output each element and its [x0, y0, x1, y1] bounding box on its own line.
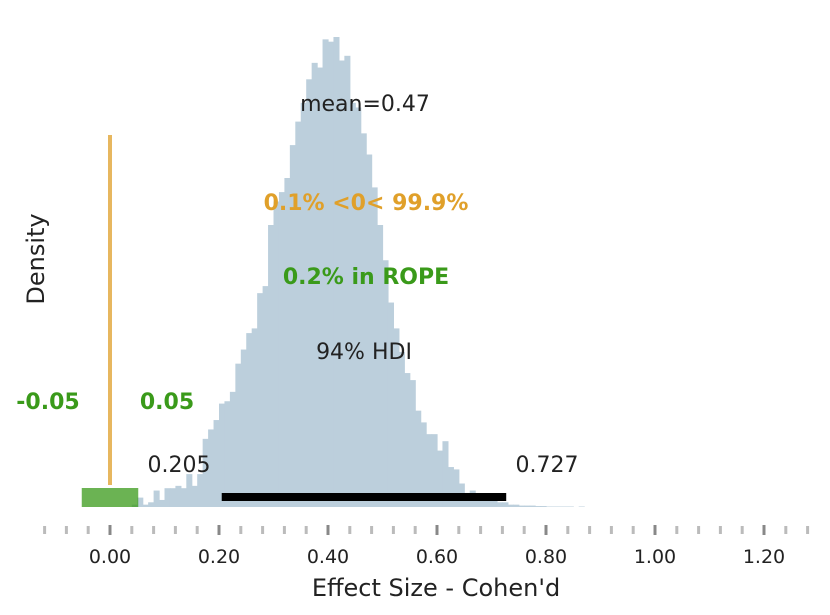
- histogram-bar: [197, 474, 204, 507]
- histogram-bar: [153, 490, 160, 507]
- histogram-bar: [535, 506, 542, 507]
- histogram-bar: [387, 302, 394, 507]
- histogram-bar: [137, 497, 144, 507]
- histogram-bar: [338, 60, 345, 507]
- x-axis-label: Effect Size - Cohen'd: [312, 574, 560, 602]
- histogram-bar: [202, 438, 209, 507]
- histogram-bar: [475, 495, 482, 507]
- histogram-bar: [186, 474, 193, 507]
- histogram-bar: [496, 502, 503, 507]
- histogram-bar: [437, 450, 444, 507]
- histogram-bar: [213, 420, 220, 507]
- histogram-bar: [257, 293, 264, 507]
- histogram-bar: [409, 380, 416, 507]
- histogram-bar: [529, 505, 536, 507]
- histogram-bar: [480, 499, 487, 507]
- histogram-bar: [366, 154, 373, 507]
- histogram-bar: [262, 286, 269, 507]
- histogram-bar: [371, 187, 378, 507]
- histogram-bar: [311, 62, 318, 507]
- histogram-bar: [513, 504, 520, 507]
- x-tick-label: 1.00: [634, 546, 676, 568]
- histogram-bar: [415, 410, 422, 507]
- histogram-bar: [431, 434, 438, 507]
- histogram-bar: [377, 225, 384, 507]
- x-axis: 0.00 0.20 0.40 0.60 0.80 1.00 1.20: [43, 525, 810, 568]
- histogram-bar: [208, 429, 215, 507]
- histogram-bar: [360, 133, 367, 507]
- histogram-bar: [328, 41, 335, 507]
- rope-high-label: 0.05: [140, 390, 194, 415]
- histogram-bar: [355, 107, 362, 507]
- rope-low-label: -0.05: [16, 390, 79, 415]
- histogram-bar: [164, 488, 171, 507]
- histogram-bar: [180, 488, 187, 507]
- histogram-bar: [382, 260, 389, 507]
- histogram-bar: [404, 373, 411, 507]
- histogram-bar: [169, 488, 176, 507]
- histogram-bar: [453, 469, 460, 507]
- histogram-bar: [306, 79, 313, 508]
- histogram-bar: [224, 401, 231, 507]
- x-tick-label: 0.00: [89, 546, 131, 568]
- mean-label: mean=0.47: [300, 92, 430, 117]
- histogram: [131, 37, 585, 508]
- histogram-bar: [289, 145, 296, 507]
- histogram-bar: [300, 102, 307, 508]
- x-tick-label: 0.80: [525, 546, 567, 568]
- hdi-high-label: 0.727: [516, 453, 579, 478]
- histogram-bar: [344, 55, 351, 508]
- histogram-bar: [219, 403, 226, 507]
- histogram-bar: [502, 502, 509, 507]
- histogram-bar: [491, 499, 498, 507]
- histogram-bar: [295, 121, 302, 507]
- x-tick-label: 1.20: [743, 546, 785, 568]
- histogram-bar: [486, 499, 493, 507]
- histogram-bar: [426, 434, 433, 507]
- histogram-bar: [268, 225, 275, 507]
- histogram-bar: [229, 391, 236, 507]
- histogram-bar: [442, 441, 449, 507]
- histogram-bar: [191, 485, 198, 507]
- histogram-bar: [420, 422, 427, 507]
- histogram-bar: [278, 192, 285, 507]
- histogram-bar: [393, 328, 400, 507]
- rope-label: 0.2% in ROPE: [283, 265, 449, 290]
- histogram-bar: [251, 328, 258, 507]
- reference-value-label: 0.1% <0< 99.9%: [264, 191, 469, 216]
- histogram-bar: [159, 499, 166, 507]
- histogram-bar: [349, 102, 356, 508]
- histogram-bar: [524, 505, 531, 507]
- histogram-bar: [246, 333, 253, 507]
- histogram-bar: [507, 504, 514, 507]
- histogram-bar: [322, 39, 329, 507]
- histogram-bar: [518, 505, 525, 507]
- rope-band: [81, 488, 139, 507]
- histogram-bar: [142, 504, 149, 507]
- x-tick-label: 0.60: [416, 546, 458, 568]
- hdi-low-label: 0.205: [148, 453, 211, 478]
- histogram-bar: [240, 349, 247, 507]
- histogram-bar: [284, 178, 291, 507]
- histogram-bar: [148, 502, 155, 507]
- x-tick-label: 0.40: [307, 546, 349, 568]
- histogram-bar: [317, 67, 324, 508]
- histogram-bar: [273, 201, 280, 507]
- histogram-bar: [398, 351, 405, 507]
- histogram-bar: [175, 485, 182, 507]
- x-tick-label: 0.20: [198, 546, 240, 568]
- histogram-bar: [333, 37, 340, 507]
- histogram-bar: [447, 467, 454, 507]
- histogram-bar: [540, 506, 547, 507]
- histogram-bar: [235, 363, 242, 507]
- y-axis-label: Density: [22, 213, 50, 304]
- hdi-prob-label: 94% HDI: [316, 340, 412, 365]
